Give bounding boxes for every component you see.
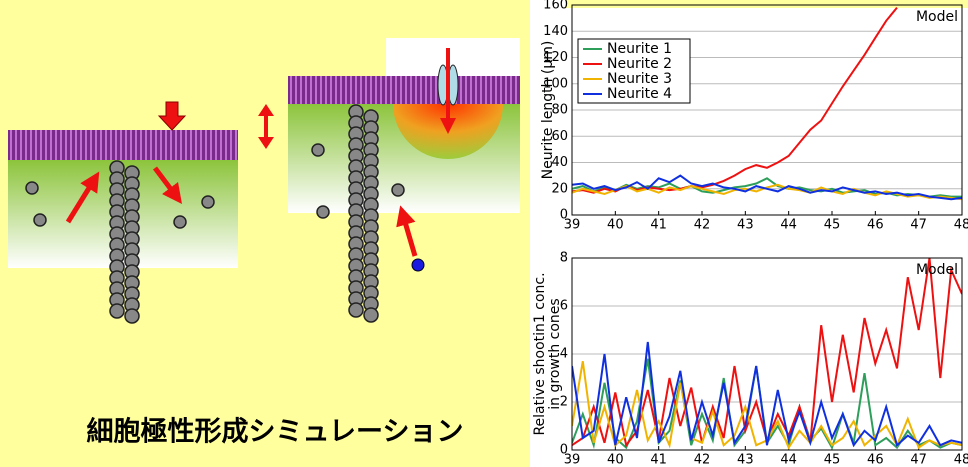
y-axis-label: in growth cones xyxy=(547,298,563,409)
x-tick-label: 40 xyxy=(607,218,624,233)
y-tick-label: 20 xyxy=(551,181,568,196)
annotation: Model xyxy=(916,9,958,25)
x-tick-label: 46 xyxy=(867,453,884,467)
x-tick-label: 39 xyxy=(564,218,581,233)
y-tick-label: 140 xyxy=(543,24,568,39)
legend-label: Neurite 3 xyxy=(607,71,672,87)
annotation: Model xyxy=(916,262,958,278)
bead xyxy=(349,303,363,317)
strip xyxy=(566,0,968,8)
x-tick-label: 39 xyxy=(564,453,581,467)
caption: 細胞極性形成シミュレーション xyxy=(87,417,464,448)
x-tick-label: 43 xyxy=(737,218,754,233)
x-tick-label: 47 xyxy=(910,453,927,467)
bead xyxy=(125,309,139,323)
bead xyxy=(364,308,378,322)
x-tick-label: 44 xyxy=(780,453,797,467)
legend-label: Neurite 4 xyxy=(607,86,672,102)
legend-label: Neurite 1 xyxy=(607,41,672,57)
x-tick-label: 40 xyxy=(607,453,624,467)
x-tick-label: 48 xyxy=(954,453,968,467)
x-tick-label: 45 xyxy=(824,218,841,233)
x-tick-label: 41 xyxy=(650,218,667,233)
x-tick-label: 47 xyxy=(910,218,927,233)
slide: 細胞極性形成シミュレーション 0204060801001201401603940… xyxy=(0,0,968,467)
x-tick-label: 45 xyxy=(824,453,841,467)
x-tick-label: 46 xyxy=(867,218,884,233)
x-tick-label: 41 xyxy=(650,453,667,467)
x-tick-label: 48 xyxy=(954,218,968,233)
y-axis-label: Relative shootin1 conc. xyxy=(532,272,548,435)
y-tick-label: 8 xyxy=(560,251,568,266)
y-tick-label: 160 xyxy=(543,0,568,13)
x-tick-label: 42 xyxy=(694,453,711,467)
bead xyxy=(110,304,124,318)
x-tick-label: 43 xyxy=(737,453,754,467)
x-tick-label: 44 xyxy=(780,218,797,233)
y-axis-label: Neurite length (μm) xyxy=(540,41,556,180)
legend-label: Neurite 2 xyxy=(607,56,672,72)
x-tick-label: 42 xyxy=(694,218,711,233)
